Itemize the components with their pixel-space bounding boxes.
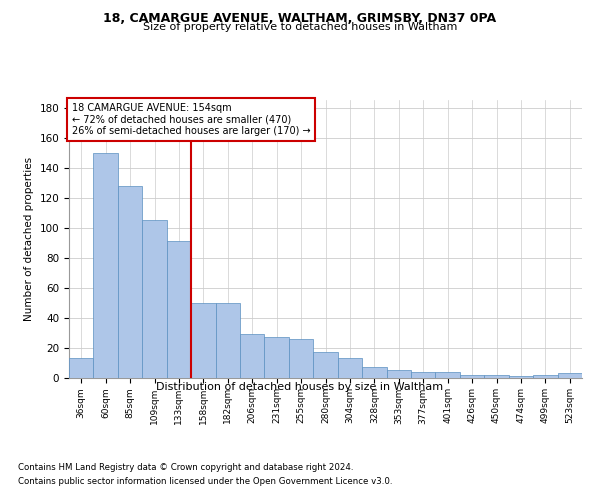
Text: Distribution of detached houses by size in Waltham: Distribution of detached houses by size … [157,382,443,392]
Bar [313,352,338,378]
Text: Size of property relative to detached houses in Waltham: Size of property relative to detached ho… [143,22,457,32]
Bar [69,358,94,378]
Bar [338,358,362,378]
Bar [484,374,509,378]
Bar [386,370,411,378]
Text: Contains public sector information licensed under the Open Government Licence v3: Contains public sector information licen… [18,477,392,486]
Bar [142,220,167,378]
Text: 18, CAMARGUE AVENUE, WALTHAM, GRIMSBY, DN37 0PA: 18, CAMARGUE AVENUE, WALTHAM, GRIMSBY, D… [103,12,497,26]
Bar [167,241,191,378]
Y-axis label: Number of detached properties: Number of detached properties [24,156,34,321]
Text: 18 CAMARGUE AVENUE: 154sqm
← 72% of detached houses are smaller (470)
26% of sem: 18 CAMARGUE AVENUE: 154sqm ← 72% of deta… [71,103,310,136]
Bar [436,372,460,378]
Bar [557,373,582,378]
Bar [533,374,557,378]
Bar [411,372,436,378]
Bar [215,302,240,378]
Text: Contains HM Land Registry data © Crown copyright and database right 2024.: Contains HM Land Registry data © Crown c… [18,464,353,472]
Bar [94,152,118,378]
Bar [118,186,142,378]
Bar [509,376,533,378]
Bar [240,334,265,378]
Bar [191,302,215,378]
Bar [460,374,484,378]
Bar [265,337,289,378]
Bar [289,338,313,378]
Bar [362,367,386,378]
